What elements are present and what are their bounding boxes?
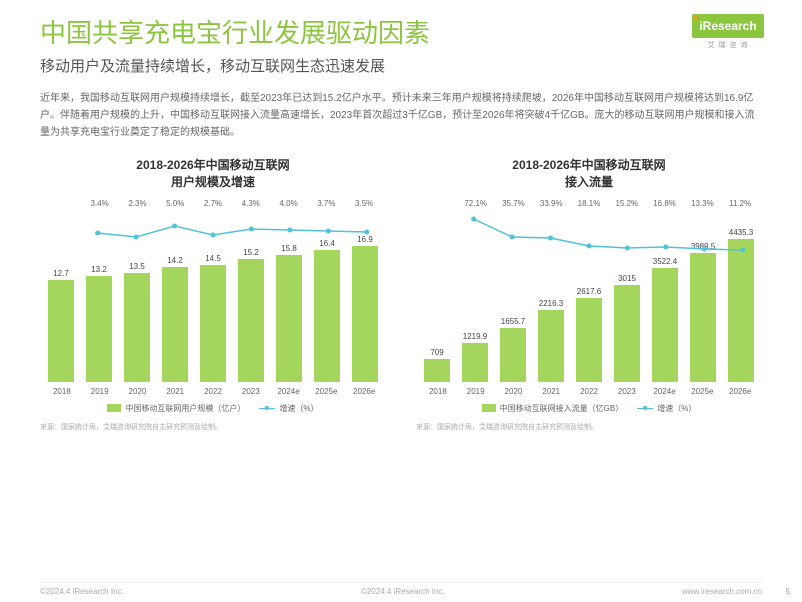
x-tick: 2018 (43, 387, 81, 396)
x-tick: 2020 (495, 387, 533, 396)
x-tick: 2022 (570, 387, 608, 396)
x-axis: 2018201920202021202220232024e2025e2026e (40, 387, 386, 396)
page-subtitle: 移动用户及流量持续增长，移动互联网生态迅速发展 (40, 55, 762, 76)
legend-bar: 中国移动互联网用户规模（亿户） (107, 403, 245, 414)
x-tick: 2024e (646, 387, 684, 396)
line-svg (416, 199, 762, 382)
footer: ©2024.4 iResearch Inc. ©2024.4 iResearch… (40, 582, 762, 596)
x-tick: 2026e (345, 387, 383, 396)
legend: 中国移动互联网用户规模（亿户） 增速（%） (40, 403, 386, 414)
page-number: 5 (786, 587, 790, 596)
chart-traffic: 2018-2026年中国移动互联网 接入流量 72.1%35.7%33.9%18… (416, 157, 762, 432)
x-tick: 2022 (194, 387, 232, 396)
charts-row: 2018-2026年中国移动互联网 用户规模及增速 3.4%2.3%5.0%2.… (40, 157, 762, 432)
x-tick: 2019 (81, 387, 119, 396)
plot: 72.1%35.7%33.9%18.1%15.2%16.8%13.3%11.2%… (416, 199, 762, 382)
x-tick: 2018 (419, 387, 457, 396)
chart2-title-l2: 接入流量 (416, 174, 762, 191)
chart2-source: 来源：国家统计局，艾瑞咨询研究院自主研究预测及绘制。 (416, 422, 762, 432)
x-tick: 2021 (532, 387, 570, 396)
body-paragraph: 近年来，我国移动互联网用户规模持续增长，截至2023年已达到15.2亿户水平。预… (40, 90, 762, 141)
x-tick: 2023 (232, 387, 270, 396)
x-tick: 2026e (721, 387, 759, 396)
chart2-area: 72.1%35.7%33.9%18.1%15.2%16.8%13.3%11.2%… (416, 199, 762, 414)
x-tick: 2025e (683, 387, 721, 396)
line-svg (40, 199, 386, 382)
footer-copyright-left: ©2024.4 iResearch Inc. (40, 587, 124, 596)
slide-page: iResearch 艾 瑞 咨 询 中国共享充电宝行业发展驱动因素 移动用户及流… (0, 0, 802, 602)
page-title: 中国共享充电宝行业发展驱动因素 (40, 18, 762, 49)
plot: 3.4%2.3%5.0%2.7%4.3%4.0%3.7%3.5%12.713.2… (40, 199, 386, 382)
logo-box: iResearch (692, 14, 764, 38)
chart-users: 2018-2026年中国移动互联网 用户规模及增速 3.4%2.3%5.0%2.… (40, 157, 386, 432)
chart1-area: 3.4%2.3%5.0%2.7%4.3%4.0%3.7%3.5%12.713.2… (40, 199, 386, 414)
x-axis: 2018201920202021202220232024e2025e2026e (416, 387, 762, 396)
chart1-title-l1: 2018-2026年中国移动互联网 (40, 157, 386, 174)
x-tick: 2019 (457, 387, 495, 396)
chart1-source: 来源：国家统计局，艾瑞咨询研究院自主研究预测及绘制。 (40, 422, 386, 432)
chart2-title-l1: 2018-2026年中国移动互联网 (416, 157, 762, 174)
footer-copyright-mid: ©2024.4 iResearch Inc. (361, 587, 445, 596)
legend: 中国移动互联网接入流量（亿GB） 增速（%） (416, 403, 762, 414)
logo-text: iResearch (699, 19, 756, 33)
legend-line: 增速（%） (637, 403, 696, 414)
x-tick: 2024e (270, 387, 308, 396)
logo: iResearch 艾 瑞 咨 询 (692, 14, 764, 50)
x-tick: 2021 (156, 387, 194, 396)
chart1-title-l2: 用户规模及增速 (40, 174, 386, 191)
chart1-title: 2018-2026年中国移动互联网 用户规模及增速 (40, 157, 386, 191)
x-tick: 2023 (608, 387, 646, 396)
logo-subtitle: 艾 瑞 咨 询 (692, 40, 764, 50)
legend-line: 增速（%） (259, 403, 318, 414)
x-tick: 2020 (119, 387, 157, 396)
legend-bar: 中国移动互联网接入流量（亿GB） (482, 403, 624, 414)
x-tick: 2025e (307, 387, 345, 396)
chart2-title: 2018-2026年中国移动互联网 接入流量 (416, 157, 762, 191)
footer-url: www.iresearch.com.cn (682, 587, 762, 596)
